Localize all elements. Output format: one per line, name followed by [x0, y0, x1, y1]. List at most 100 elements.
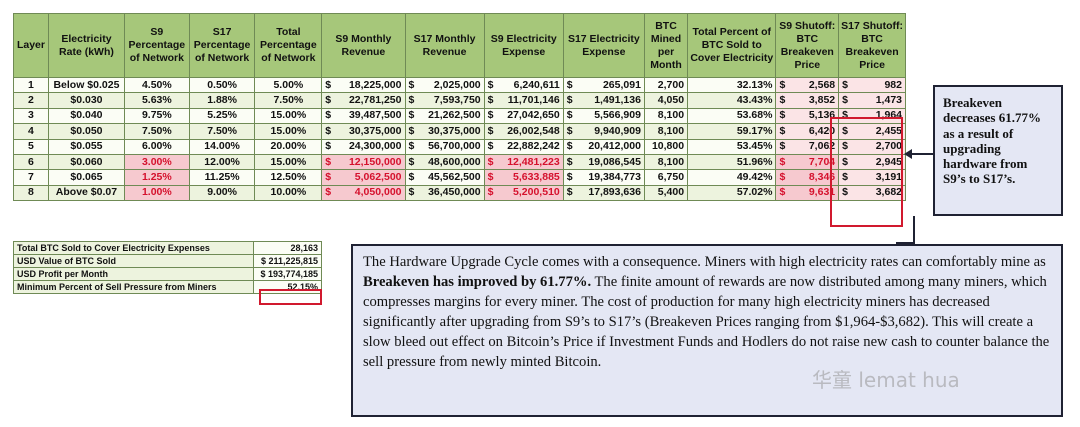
cell-s17-expense: 17,893,636 $ — [562, 184, 645, 202]
currency-symbol: $ — [779, 171, 786, 184]
amount: 4,050,000 — [354, 186, 402, 199]
cell-s17-percentage: 7.50% — [188, 123, 256, 140]
cell-s17-revenue: 30,375,000 $ — [404, 123, 485, 140]
connector-line-vertical — [913, 216, 915, 244]
amount: 30,375,000 — [428, 124, 481, 137]
header-s17-expense: S17 Electricity Expense — [562, 13, 645, 78]
cell-s9-revenue: 39,487,500 $ — [321, 107, 406, 125]
header-percent-sold: Total Percent of BTC Sold to Cover Elect… — [687, 13, 777, 78]
cell-s17-expense: 9,940,909 $ — [562, 123, 645, 140]
cell-s9-breakeven: 8,346 $ — [775, 169, 840, 186]
currency-symbol: $ — [408, 140, 415, 153]
cell-s17-breakeven: 2,945 $ — [838, 153, 906, 171]
cell-percent-sold: 49.42% — [687, 169, 777, 186]
cell-s9-percentage: 1.25% — [123, 169, 190, 186]
currency-symbol: $ — [842, 171, 848, 184]
header-total-percentage: Total Percentage of Network — [254, 13, 323, 78]
currency-symbol: $ — [779, 78, 786, 91]
currency-symbol: $ — [779, 124, 786, 137]
amount: 48,600,000 — [428, 155, 481, 168]
summary-table: Total BTC Sold to Cover Electricity Expe… — [13, 241, 322, 294]
currency-symbol: $ — [566, 186, 573, 199]
cell-percent-sold: 53.45% — [687, 138, 777, 155]
cell-percent-sold: 59.17% — [687, 123, 777, 140]
cell-percent-sold: 51.96% — [687, 153, 777, 171]
cell-s9-expense: 27,042,650 $ — [483, 107, 564, 125]
header-s17-breakeven: S17 Shutoff: BTC Breakeven Price — [838, 13, 906, 78]
cell-btc-mined: 8,100 — [643, 107, 689, 125]
currency-symbol: $ — [325, 78, 332, 91]
cell-s9-percentage: 5.63% — [123, 92, 190, 109]
summary-row: Minimum Percent of Sell Pressure from Mi… — [13, 280, 322, 294]
currency-symbol: $ — [487, 124, 494, 137]
currency-symbol: $ — [842, 124, 848, 137]
amount: 30,375,000 — [348, 124, 402, 137]
cell-s9-expense: 12,481,223 $ — [483, 153, 564, 171]
amount: 1,491,136 — [594, 94, 641, 107]
cell-s17-expense: 19,384,773 $ — [562, 169, 645, 186]
cell-electricity-rate: $0.065 — [47, 169, 125, 186]
cell-s17-revenue: 36,450,000 $ — [404, 184, 485, 202]
amount: 7,062 — [808, 140, 836, 153]
cell-s9-breakeven: 5,136 $ — [775, 107, 840, 125]
amount: 9,940,909 — [594, 124, 641, 137]
header-s9-percentage: S9 Percentage of Network — [123, 13, 190, 78]
cell-s9-percentage: 6.00% — [123, 138, 190, 155]
cell-layer: 8 — [13, 184, 49, 202]
mining-breakeven-table: Layer Electricity Rate (kWh) S9 Percenta… — [13, 13, 906, 202]
currency-symbol: $ — [566, 140, 573, 153]
amount: 9,631 — [808, 186, 836, 199]
amount: 2,945 — [875, 155, 902, 168]
callout-text-part1: The Hardware Upgrade Cycle comes with a … — [363, 254, 1046, 270]
summary-value: 28,163 — [253, 241, 322, 255]
currency-symbol: $ — [566, 171, 573, 184]
amount: 5,062,500 — [354, 171, 402, 184]
cell-s9-revenue: 4,050,000 $ — [321, 184, 406, 202]
currency-symbol: $ — [842, 109, 848, 122]
cell-layer: 5 — [13, 138, 49, 155]
currency-symbol: $ — [325, 94, 332, 107]
summary-row: USD Value of BTC Sold $ 211,225,815 — [13, 254, 322, 268]
breakeven-callout: Breakeven decreases 61.77% as a result o… — [933, 85, 1063, 216]
currency-symbol: $ — [566, 94, 573, 107]
cell-electricity-rate: $0.055 — [47, 138, 125, 155]
currency-symbol: $ — [566, 155, 573, 168]
cell-btc-mined: 2,700 — [643, 76, 689, 94]
amount: 2,700 — [875, 140, 902, 153]
cell-s17-percentage: 0.50% — [188, 76, 256, 94]
currency-symbol: $ — [779, 140, 786, 153]
currency-symbol: $ — [487, 171, 494, 184]
cell-layer: 3 — [13, 107, 49, 125]
cell-s17-revenue: 56,700,000 $ — [404, 138, 485, 155]
amount: 11,701,146 — [507, 94, 560, 107]
header-btc-mined: BTC Mined per Month — [643, 13, 689, 78]
summary-value: $ 193,774,185 — [253, 267, 322, 281]
cell-percent-sold: 57.02% — [687, 184, 777, 202]
cell-s9-expense: 26,002,548 $ — [483, 123, 564, 140]
cell-s9-revenue: 18,225,000 $ — [321, 76, 406, 94]
currency-symbol: $ — [566, 124, 573, 137]
cell-btc-mined: 10,800 — [643, 138, 689, 155]
table-header-row: Layer Electricity Rate (kWh) S9 Percenta… — [13, 13, 906, 78]
header-s9-expense: S9 Electricity Expense — [483, 13, 564, 78]
cell-total-percentage: 15.00% — [254, 153, 323, 171]
currency-symbol: $ — [325, 171, 332, 184]
header-electricity-rate: Electricity Rate (kWh) — [47, 13, 125, 78]
explanation-callout: The Hardware Upgrade Cycle comes with a … — [351, 244, 1063, 417]
callout-text-bold: Breakeven has improved by 61.77%. — [363, 274, 592, 290]
cell-s17-breakeven: 3,191 $ — [838, 169, 906, 186]
cell-s17-percentage: 14.00% — [188, 138, 256, 155]
amount: 5,136 — [808, 109, 836, 122]
amount: 265,091 — [602, 78, 641, 91]
cell-s9-breakeven: 3,852 $ — [775, 92, 840, 109]
currency-symbol: $ — [487, 186, 494, 199]
arrow-head-icon — [904, 149, 912, 159]
connector-line-horizontal — [896, 242, 915, 244]
currency-symbol: $ — [487, 78, 494, 91]
cell-s17-revenue: 45,562,500 $ — [404, 169, 485, 186]
amount: 17,893,636 — [588, 186, 641, 199]
amount: 1,473 — [875, 94, 902, 107]
header-s17-percentage: S17 Percentage of Network — [188, 13, 256, 78]
table-row: 7 $0.065 1.25% 11.25% 12.50% 5,062,500 $45,562… — [13, 169, 906, 186]
amount: 6,240,611 — [513, 78, 560, 91]
